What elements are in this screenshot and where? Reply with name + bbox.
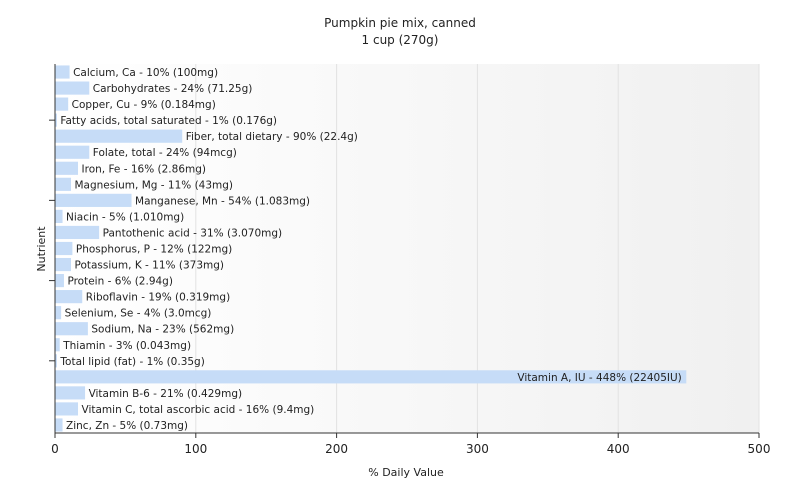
x-tick-label: 200 [325,442,348,456]
bar-label: Zinc, Zn - 5% (0.73mg) [66,420,188,432]
bar-label: Potassium, K - 11% (373mg) [74,260,224,272]
bar [55,274,64,288]
bar [55,354,57,368]
bar [55,241,73,256]
x-tick-label: 400 [607,442,630,456]
bar-label: Protein - 6% (2.94g) [67,276,173,288]
bar [55,209,63,223]
bar-label: Fatty acids, total saturated - 1% (0.176… [60,115,277,127]
bar [55,290,83,304]
bar-label: Copper, Cu - 9% (0.184mg) [72,99,216,111]
bar [55,306,62,320]
bar-label: Riboflavin - 19% (0.319mg) [86,292,230,304]
bar-label: Phosphorus, P - 12% (122mg) [76,244,232,256]
bar-label: Thiamin - 3% (0.043mg) [62,340,191,352]
x-tick-label: 300 [466,442,489,456]
bar-label: Total lipid (fat) - 1% (0.35g) [59,356,204,368]
y-axis-label: Nutrient [35,226,48,272]
bar-label: Vitamin A, IU - 448% (22405IU) [517,372,681,384]
bar [55,161,79,175]
bar [55,338,60,352]
bar [55,81,90,95]
bar [55,402,79,416]
bar [55,97,69,111]
bar [55,225,100,240]
bar [55,177,71,191]
bar-label: Selenium, Se - 4% (3.0mcg) [65,308,212,320]
bar-label: Niacin - 5% (1.010mg) [66,211,184,223]
bar-label: Folate, total - 24% (94mcg) [93,147,237,159]
x-tick-label: 100 [184,442,207,456]
bar-label: Calcium, Ca - 10% (100mg) [73,67,218,79]
bar [55,193,132,207]
chart-subtitle: 1 cup (270g) [362,33,439,47]
bar [55,113,57,127]
bar-label: Fiber, total dietary - 90% (22.4g) [186,131,358,143]
bar-label: Sodium, Na - 23% (562mg) [91,324,234,336]
bar-label: Carbohydrates - 24% (71.25g) [93,83,253,95]
x-tick-label: 500 [748,442,771,456]
bar [55,370,687,384]
bar [55,386,86,400]
x-tick-label: 0 [51,442,59,456]
bar [55,129,183,143]
bar [55,145,90,159]
bar-label: Magnesium, Mg - 11% (43mg) [74,179,233,191]
bar-label: Iron, Fe - 16% (2.86mg) [82,163,206,175]
x-axis-label: % Daily Value [368,466,444,479]
bar-label: Manganese, Mn - 54% (1.083mg) [135,195,310,207]
bar [55,322,88,336]
bar-label: Pantothenic acid - 31% (3.070mg) [103,227,282,239]
bar [55,257,71,272]
bar [55,65,70,79]
bar-label: Vitamin B-6 - 21% (0.429mg) [89,388,243,400]
bar [55,418,63,432]
chart-title: Pumpkin pie mix, canned [324,16,476,30]
bar-label: Vitamin C, total ascorbic acid - 16% (9.… [82,404,315,416]
